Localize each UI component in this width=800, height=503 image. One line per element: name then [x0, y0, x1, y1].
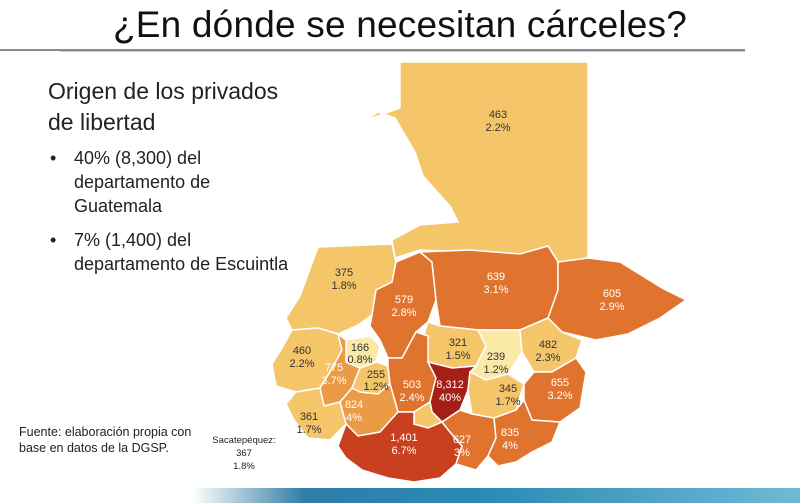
escuintla-label: 1,401 6.7% [390, 432, 418, 457]
bullet-item: • 40% (8,300) del departamento de Guatema… [46, 146, 296, 218]
retalhuleu-label: 361 1.7% [296, 411, 321, 436]
guatemala-label: 8,312 40% [436, 379, 464, 404]
department-chiquimula [523, 357, 587, 423]
huehuetenango-label: 375 1.8% [331, 267, 356, 292]
bullet-item: • 7% (1,400) del departamento de Escuintl… [46, 228, 296, 276]
title-underline [0, 49, 745, 51]
suchitepequez-label: 824 4% [345, 399, 363, 424]
totonicapan-label: 166 0.8% [347, 342, 372, 366]
peten-label: 463 2.2% [485, 109, 510, 134]
solola-label: 255 1.2% [363, 369, 388, 393]
bullet-text: 40% (8,300) del departamento de Guatemal… [74, 148, 211, 216]
department-retalhuleu [285, 387, 347, 441]
department-izabal [547, 257, 688, 341]
izabal-label: 605 2.9% [599, 288, 624, 313]
chiquimula-label: 655 3.2% [547, 377, 572, 402]
bullet-icon: • [50, 230, 57, 250]
sacatepequez-percent: 1.8% [233, 461, 255, 472]
page-title: ¿En dónde se necesitan cárceles? [112, 4, 688, 45]
alta-verapaz-label: 639 3.1% [483, 271, 508, 296]
jutiapa-label: 835 4% [501, 427, 519, 452]
chimaltenango-label: 503 2.4% [399, 379, 424, 404]
el-progreso-label: 239 1.2% [483, 351, 508, 376]
title-underline-accent [60, 51, 745, 52]
bullet-text: 7% (1,400) del departamento de Escuintla [74, 230, 289, 274]
sacatepequez-name: Sacatepéquez: [212, 435, 276, 446]
bullet-list: • 40% (8,300) del departamento de Guatema… [46, 146, 296, 286]
sacatepequez-value: 367 [236, 448, 252, 459]
san-marcos-label: 460 2.2% [289, 345, 314, 370]
source-note: Fuente: elaboración propia con base en d… [19, 425, 192, 455]
santa-rosa-label: 627 3% [453, 434, 471, 459]
jalapa-label: 345 1.7% [495, 383, 520, 408]
quiche-label: 579 2.8% [391, 294, 416, 319]
footer-bar [0, 488, 800, 503]
zacapa-label: 482 2.3% [535, 339, 560, 364]
sacatepequez-callout: Sacatepéquez: 367 1.8% [203, 434, 285, 473]
bullet-icon: • [50, 148, 57, 168]
department-peten [349, 61, 589, 263]
section-heading: Origen de los privados de libertad [48, 78, 279, 135]
quetzaltenango-label: 775 3.7% [321, 362, 346, 387]
department-jutiapa [487, 398, 562, 467]
baja-verapaz-label: 321 1.5% [445, 337, 470, 362]
